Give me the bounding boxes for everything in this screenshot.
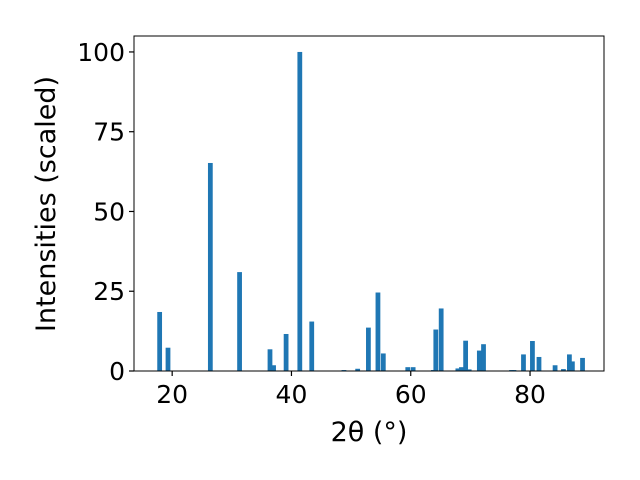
bar [552, 365, 558, 371]
bar [570, 361, 575, 371]
bar [536, 356, 542, 371]
plot-frame [133, 35, 605, 372]
bar [355, 368, 361, 371]
bar [165, 347, 171, 371]
x-axis-label: 2θ (°) [331, 417, 408, 448]
bar [476, 350, 482, 371]
bar [267, 349, 273, 371]
bar [271, 365, 276, 371]
y-tick-label: 75 [93, 118, 125, 147]
bar [481, 344, 486, 371]
bar [438, 308, 444, 371]
bar [459, 367, 464, 371]
x-tick-label: 20 [156, 380, 188, 409]
bar [157, 311, 163, 371]
bar [521, 354, 526, 371]
bar [463, 340, 469, 371]
bar [309, 321, 315, 371]
x-axis: 20 40 60 80 [156, 371, 546, 409]
bar [297, 51, 303, 371]
bar [567, 354, 572, 371]
bar [366, 327, 371, 371]
y-tick-label: 50 [93, 197, 125, 226]
bar [380, 353, 386, 371]
bar [410, 367, 416, 371]
bar [455, 368, 461, 371]
bar [561, 369, 566, 371]
y-axis: 0 25 50 75 100 [77, 38, 134, 386]
y-tick-label: 0 [109, 357, 125, 386]
x-tick-label: 60 [395, 380, 427, 409]
bar [375, 292, 381, 371]
x-tick-label: 40 [276, 380, 308, 409]
bar [237, 272, 242, 371]
bar [530, 341, 535, 371]
bar [207, 162, 213, 371]
bar [580, 357, 585, 371]
x-tick-label: 80 [514, 380, 546, 409]
bar [433, 329, 439, 371]
bar [405, 367, 411, 371]
bar [283, 333, 289, 371]
y-tick-label: 25 [93, 277, 125, 306]
bar [466, 369, 472, 371]
bar-group [157, 51, 585, 371]
y-axis-label: Intensities (scaled) [31, 76, 62, 332]
y-tick-label: 100 [77, 38, 125, 67]
